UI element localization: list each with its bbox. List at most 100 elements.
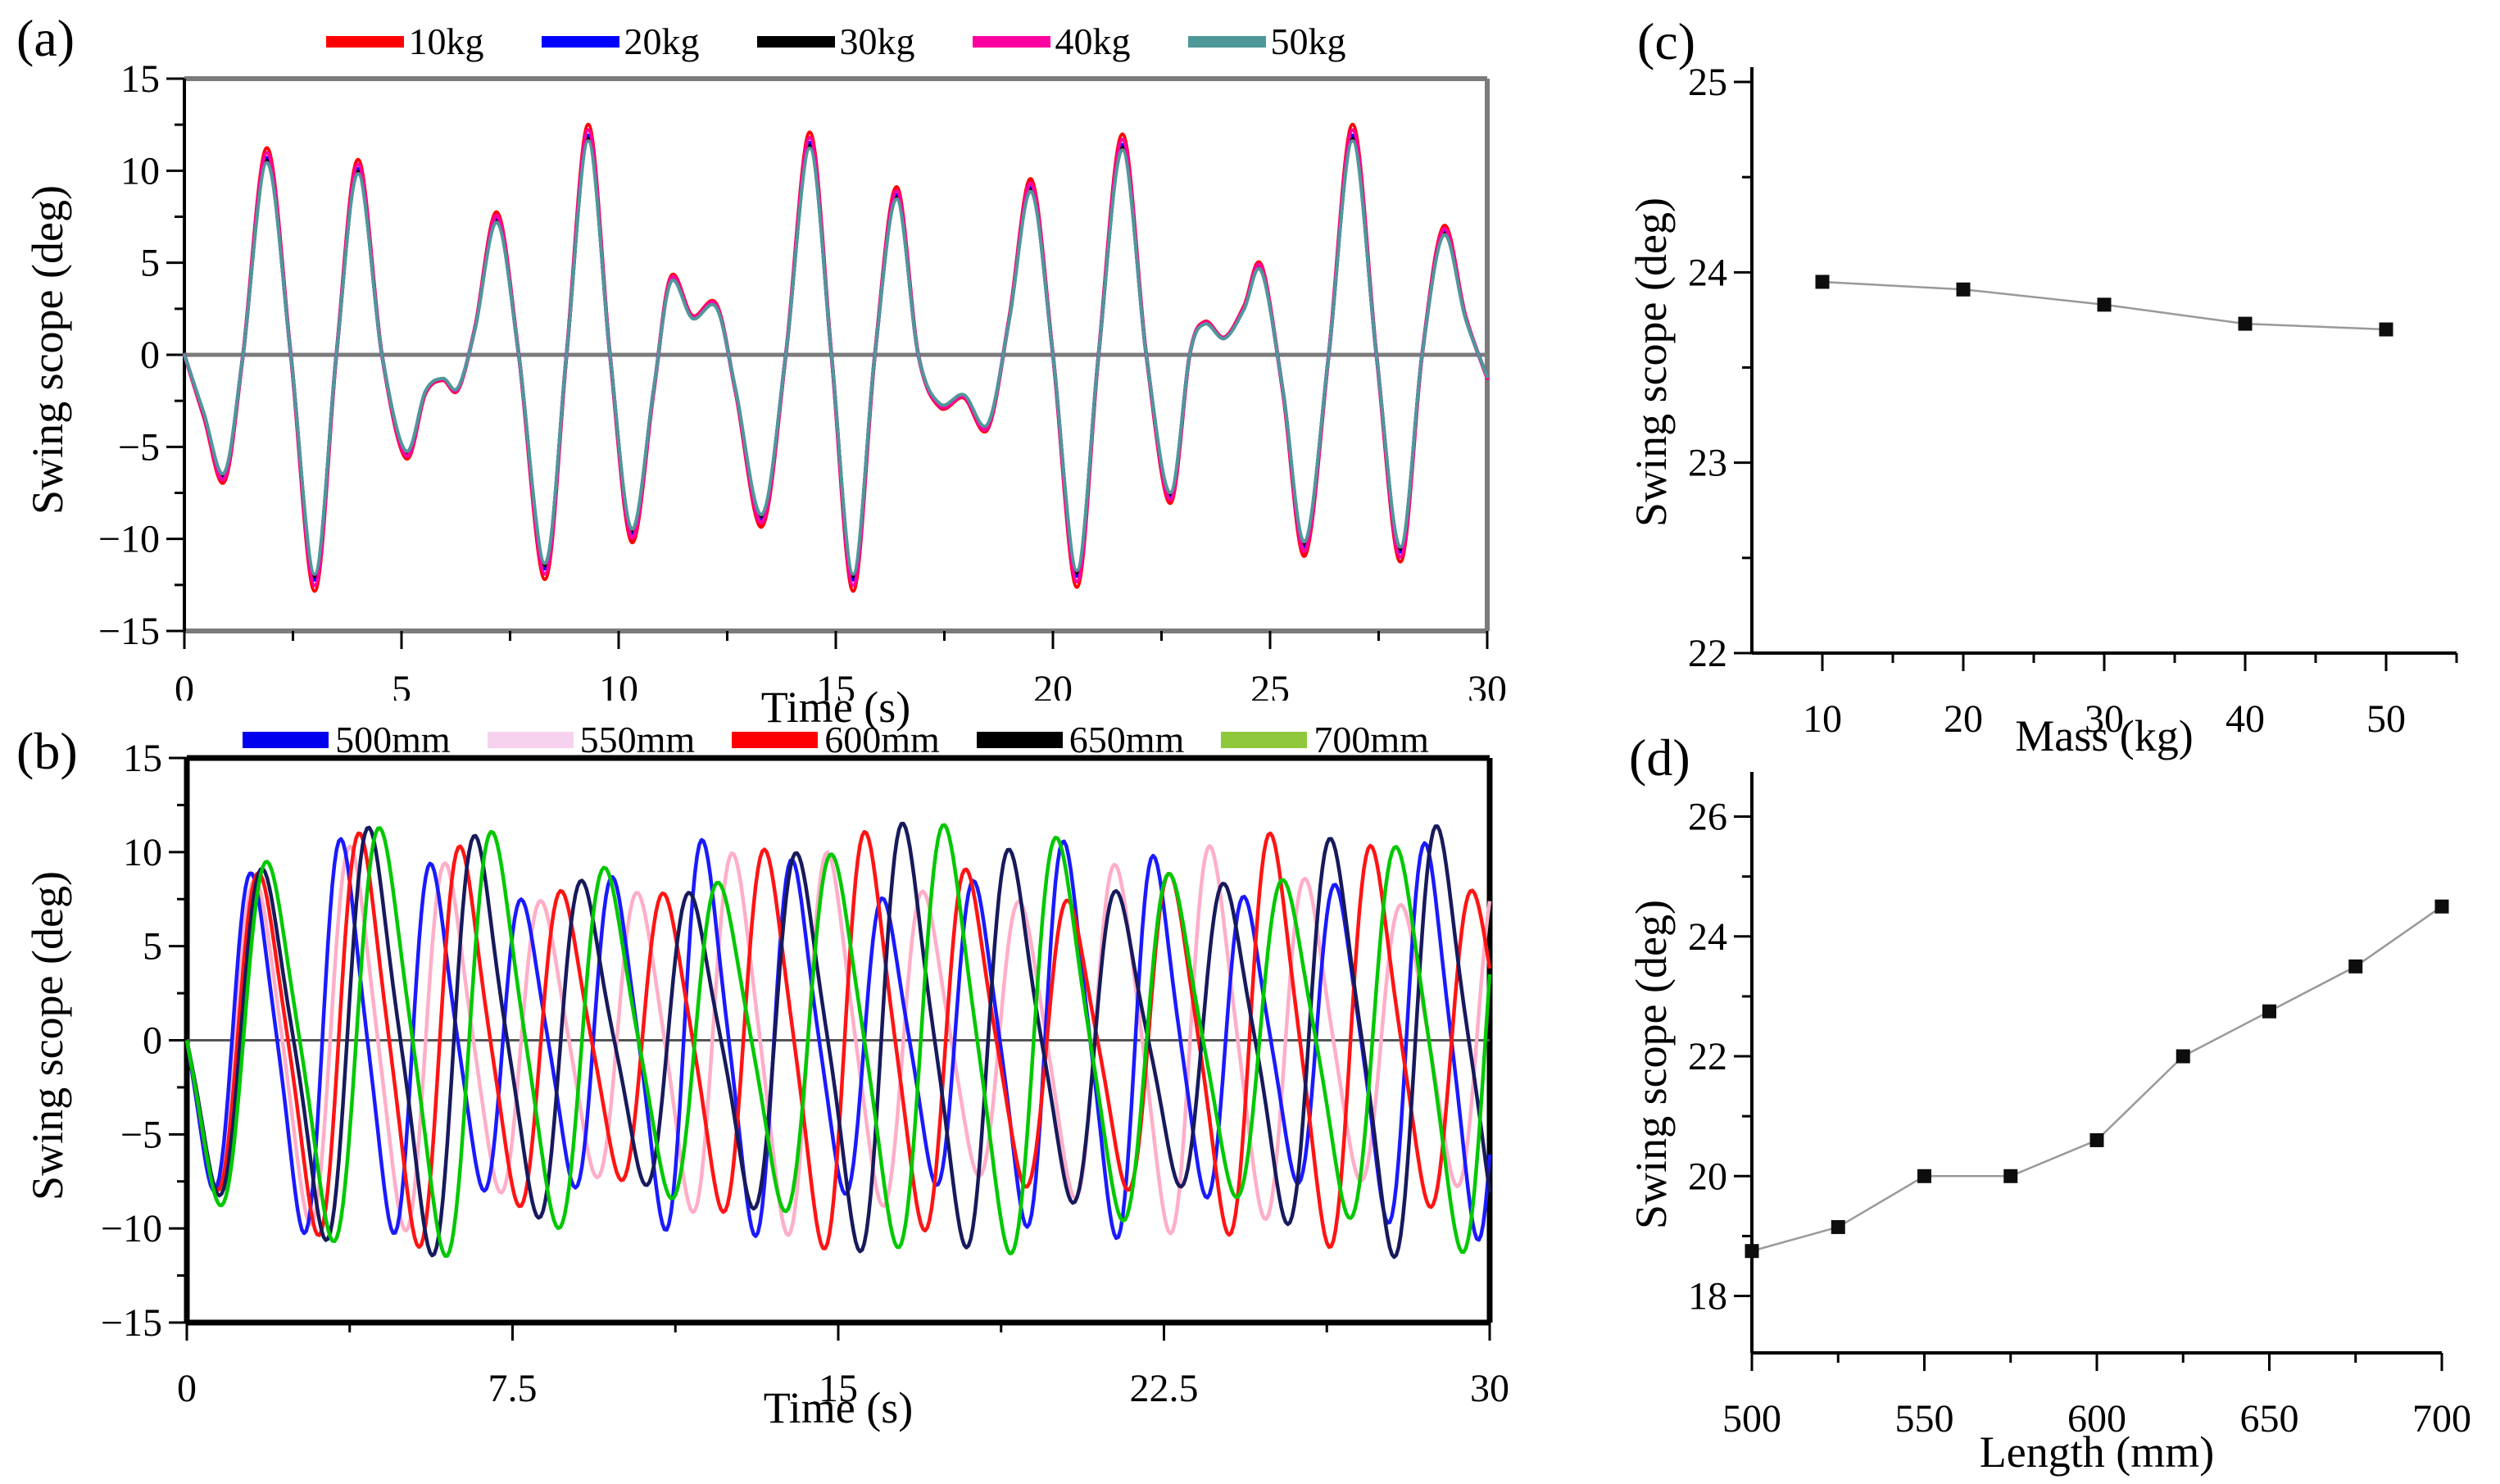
x-tick-label: 10 — [1803, 697, 1842, 741]
data-point-675 — [2348, 959, 2363, 973]
x-tick-label: 22.5 — [1130, 1367, 1199, 1410]
x-tick-label: 5 — [392, 668, 411, 701]
y-tick-label: 25 — [1688, 61, 1727, 104]
x-tick-label: 20 — [1033, 668, 1073, 701]
x-tick-label: 25 — [1250, 668, 1290, 701]
legend-item-10kg: 10kg — [325, 20, 484, 62]
x-tick-label: 40 — [2225, 697, 2265, 741]
y-tick-label: 0 — [143, 1019, 162, 1063]
legend-item-650mm: 650mm — [976, 719, 1185, 760]
legend-item-20kg: 20kg — [541, 21, 700, 62]
x-tick-label: 30 — [1468, 668, 1507, 701]
data-point-50 — [2379, 322, 2393, 337]
legend-label-30kg: 30kg — [839, 20, 915, 62]
x-tick-label: 700 — [2412, 1397, 2471, 1441]
curve-40kg — [182, 128, 1490, 588]
x-tick-label: 650 — [2240, 1397, 2299, 1441]
legend-label-550mm: 550mm — [579, 719, 696, 760]
legend-label-650mm: 650mm — [1069, 719, 1185, 760]
y-tick-label: 15 — [120, 57, 160, 101]
legend-swatch-20kg — [541, 36, 619, 48]
y-tick-label: 0 — [140, 334, 160, 377]
legend-lengths: 500mm 550mm 600mm 650mm 700mm — [184, 719, 1487, 760]
y-tick-label: 18 — [1688, 1275, 1727, 1318]
y-tick-label: −10 — [101, 1207, 162, 1250]
y-tick-label: −15 — [101, 1301, 162, 1345]
legend-item-550mm: 550mm — [487, 719, 696, 760]
curve-550mm — [184, 844, 1492, 1237]
curve-650mm — [184, 821, 1492, 1259]
legend-swatch-40kg — [972, 36, 1050, 48]
data-point-10 — [1815, 275, 1830, 289]
x-tick-label: 10 — [599, 668, 638, 701]
y-tick-label: 5 — [140, 242, 160, 285]
data-point-650 — [2262, 1004, 2276, 1019]
y-tick-label: 24 — [1688, 915, 1727, 959]
x-tick-label: 0 — [177, 1367, 197, 1410]
legend-item-30kg: 30kg — [756, 20, 915, 62]
panel-d-letter: (d) — [1629, 728, 1690, 787]
x-tick-label: 500 — [1722, 1397, 1781, 1441]
x-tick-label: 0 — [175, 668, 194, 701]
y-tick-label: 5 — [143, 925, 162, 969]
panel-c-letter: (c) — [1637, 12, 1696, 70]
panel-c-yaxis-title: Swing scope (deg) — [1627, 197, 1676, 527]
legend-swatch-500mm — [243, 732, 329, 748]
curve-20kg — [182, 133, 1490, 582]
y-tick-label: 26 — [1688, 796, 1727, 839]
y-tick-label: 23 — [1688, 442, 1727, 485]
y-tick-label: −10 — [98, 518, 160, 561]
panel-a-plot: 0 5 10 15 20 25 30 15 10 5 0 −5 −10 −15 — [98, 57, 1507, 701]
data-point-600 — [2089, 1132, 2104, 1147]
data-point-550 — [1917, 1169, 1931, 1183]
x-tick-label: 550 — [1895, 1397, 1954, 1441]
legend-swatch-10kg — [325, 36, 404, 48]
legend-swatch-600mm — [732, 732, 819, 748]
legend-label-500mm: 500mm — [335, 719, 451, 760]
panel-d-yaxis-title: Swing scope (deg) — [1627, 900, 1676, 1229]
x-tick-label: 7.5 — [488, 1367, 538, 1410]
legend-item-40kg: 40kg — [972, 20, 1131, 62]
y-tick-label: 10 — [120, 149, 160, 193]
y-tick-label: 20 — [1688, 1155, 1727, 1198]
panel-a-xaxis-title: Time (s) — [760, 683, 911, 732]
data-point-575 — [2003, 1169, 2018, 1183]
y-tick-label: 10 — [123, 831, 162, 874]
y-tick-label: −5 — [120, 1113, 162, 1156]
panel-b-yaxis-title: Swing scope (deg) — [23, 871, 72, 1200]
panel-a-letter: (a) — [16, 9, 75, 67]
legend-swatch-550mm — [487, 732, 574, 748]
y-tick-label: 24 — [1688, 251, 1727, 294]
x-tick-label: 15 — [816, 668, 855, 701]
data-line — [1751, 905, 2443, 1252]
y-tick-label: 15 — [123, 737, 162, 780]
x-tick-label: 20 — [1944, 697, 1983, 741]
legend-masses: 10kg 20kg 30kg 40kg 50kg — [184, 21, 1487, 62]
legend-swatch-650mm — [976, 732, 1063, 748]
legend-label-600mm: 600mm — [824, 719, 940, 760]
legend-label-40kg: 40kg — [1055, 20, 1131, 62]
legend-swatch-700mm — [1221, 732, 1308, 748]
x-tick-label: 50 — [2366, 697, 2406, 741]
y-tick-label: −15 — [98, 610, 160, 653]
legend-label-700mm: 700mm — [1314, 719, 1429, 760]
legend-item-600mm: 600mm — [732, 719, 940, 760]
x-tick-label: 30 — [1470, 1367, 1509, 1410]
data-point-500 — [1745, 1244, 1759, 1259]
curve-50kg — [183, 138, 1489, 576]
data-point-20 — [1956, 282, 1971, 297]
x-tick-label: 30 — [2085, 697, 2124, 741]
data-point-40 — [2238, 316, 2253, 331]
curve-30kg — [183, 137, 1489, 579]
y-tick-label: −5 — [118, 425, 160, 469]
panel-d-plot: 500 550 600 650 700 26 24 22 20 18 — [1688, 772, 2471, 1441]
legend-label-50kg: 50kg — [1270, 20, 1346, 62]
data-point-700 — [2434, 899, 2449, 914]
data-point-30 — [2097, 297, 2112, 312]
y-tick-label: 22 — [1688, 632, 1727, 675]
panel-b-xaxis-title: Time (s) — [763, 1383, 914, 1432]
legend-label-10kg: 10kg — [408, 20, 484, 62]
curve-700mm — [184, 823, 1492, 1258]
panel-a-yaxis-title: Swing scope (deg) — [23, 185, 72, 515]
